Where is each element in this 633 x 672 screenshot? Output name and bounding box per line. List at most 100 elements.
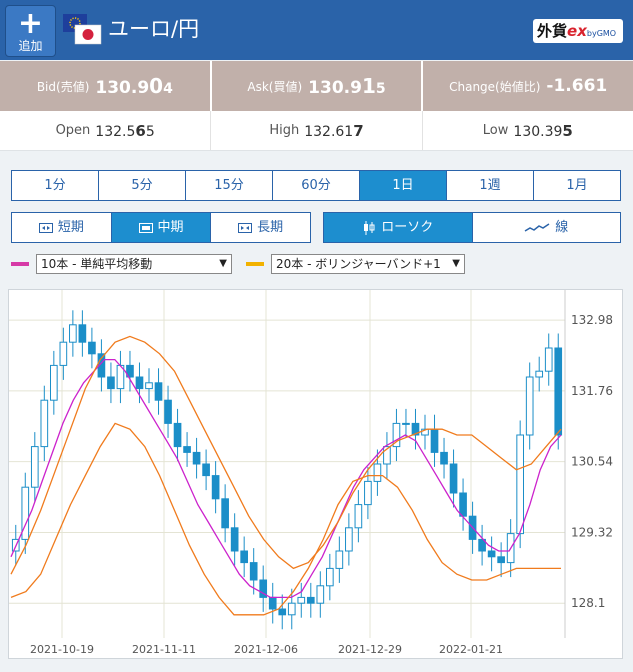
candle-body bbox=[354, 504, 363, 529]
add-button[interactable]: + 追加 bbox=[5, 5, 56, 57]
x-tick-label: 2021-10-19 bbox=[30, 643, 94, 656]
plus-icon: + bbox=[17, 6, 44, 41]
timeframe-tabs: 1分 5分 15分 60分 1日 1週 1月 bbox=[11, 170, 621, 201]
tab-type-candle-label: ローソク bbox=[381, 220, 434, 235]
quote-bar: Bid(売値) 130.904 Ask(買値) 130.915 Change(始… bbox=[0, 61, 633, 111]
tab-term-mid-label: 中期 bbox=[157, 220, 184, 235]
bb-select-value: 20本 - ボリンジャーバンド+1 bbox=[276, 257, 441, 271]
tab-term-short-label: 短期 bbox=[57, 220, 84, 235]
line-chart-icon bbox=[524, 222, 550, 232]
low-value-pip: 5 bbox=[562, 121, 573, 140]
bb-lower-line bbox=[10, 422, 561, 616]
low-value-pre: 130.39 bbox=[513, 123, 563, 140]
candle-body bbox=[535, 370, 544, 378]
candle-body bbox=[126, 364, 134, 378]
ask-value-pre: 130.9 bbox=[308, 78, 362, 98]
candle-body bbox=[40, 399, 49, 448]
candle-body bbox=[325, 567, 334, 587]
candle-body bbox=[78, 324, 87, 343]
tab-timeframe-1day[interactable]: 1日 bbox=[360, 171, 447, 200]
x-tick-label: 2021-12-06 bbox=[234, 643, 298, 656]
candle-body bbox=[49, 364, 58, 401]
tab-type-candle[interactable]: ローソク bbox=[324, 213, 473, 242]
candle-body bbox=[392, 422, 401, 448]
candle-body bbox=[297, 596, 306, 604]
change-value: -1.661 bbox=[546, 76, 608, 96]
candle-body bbox=[525, 376, 534, 436]
tab-timeframe-15min[interactable]: 15分 bbox=[186, 171, 273, 200]
ma-select[interactable]: 10本 - 単純平均移動 ▼ bbox=[36, 254, 232, 274]
bid-value-pip: 0 bbox=[149, 74, 164, 98]
y-tick-label: 130.54 bbox=[571, 455, 613, 469]
chart-type-tabs: ローソク 線 bbox=[323, 212, 621, 243]
tab-term-long-label: 長期 bbox=[257, 220, 284, 235]
candle-body bbox=[107, 376, 115, 390]
candle-body bbox=[202, 463, 210, 477]
y-tick-label: 129.32 bbox=[571, 525, 613, 539]
zoom-out-icon bbox=[238, 222, 253, 233]
candle-body bbox=[21, 486, 30, 540]
bid-value-fraction: 4 bbox=[163, 81, 173, 97]
tab-type-line[interactable]: 線 bbox=[473, 213, 621, 242]
open-label: Open bbox=[55, 123, 91, 138]
candle-body bbox=[192, 451, 201, 465]
bb-upper-line bbox=[10, 335, 562, 575]
pair-title: ユーロ/円 bbox=[108, 17, 200, 41]
candle-body bbox=[135, 376, 144, 390]
bb-select[interactable]: 20本 - ボリンジャーバンド+1 ▼ bbox=[271, 254, 465, 274]
open-value: 132.565 bbox=[95, 122, 154, 140]
brand-logo: 外貨exbyGMO bbox=[533, 19, 623, 43]
y-tick-label: 131.76 bbox=[571, 384, 613, 398]
ask-value-pip: 1 bbox=[361, 74, 376, 98]
candle-body bbox=[97, 353, 106, 378]
tab-timeframe-1week[interactable]: 1週 bbox=[447, 171, 534, 200]
y-tick-label: 132.98 bbox=[571, 313, 613, 327]
bid-label: Bid(売値) bbox=[36, 79, 90, 94]
high-cell: High 132.617 bbox=[211, 111, 423, 150]
candle-body bbox=[411, 422, 420, 436]
window-icon bbox=[138, 222, 153, 233]
ma-color-swatch bbox=[11, 262, 29, 266]
candle-body bbox=[30, 446, 39, 488]
open-value-pip: 6 bbox=[135, 121, 146, 140]
tab-timeframe-1min[interactable]: 1分 bbox=[12, 171, 99, 200]
candle-body bbox=[306, 596, 315, 604]
candlestick-icon bbox=[364, 220, 375, 235]
candle-body bbox=[278, 608, 287, 616]
add-button-label: 追加 bbox=[18, 39, 43, 53]
candle-body bbox=[69, 324, 77, 343]
candle-body bbox=[402, 422, 410, 425]
open-value-fraction: 5 bbox=[145, 123, 155, 140]
tab-timeframe-1month[interactable]: 1月 bbox=[566, 178, 588, 193]
tab-term-long[interactable]: 長期 bbox=[211, 213, 310, 242]
chevron-down-icon: ▼ bbox=[219, 258, 227, 269]
change-cell: Change(始値比) -1.661 bbox=[423, 61, 633, 111]
currency-flags-icon bbox=[63, 14, 102, 45]
low-cell: Low 130.395 bbox=[423, 111, 633, 150]
candle-body bbox=[259, 579, 268, 598]
candle-body bbox=[287, 602, 296, 616]
ma10-line bbox=[10, 358, 562, 599]
tab-timeframe-60min[interactable]: 60分 bbox=[273, 171, 360, 200]
ask-label: Ask(買値) bbox=[247, 79, 303, 94]
tab-term-mid[interactable]: 中期 bbox=[111, 213, 212, 242]
candle-body bbox=[383, 446, 391, 465]
candle-body bbox=[449, 463, 458, 494]
tab-term-short[interactable]: 短期 bbox=[12, 213, 112, 242]
x-tick-label: 2021-12-29 bbox=[338, 643, 402, 656]
open-value-pre: 132.5 bbox=[95, 123, 136, 140]
candle-body bbox=[249, 562, 258, 581]
tab-timeframe-5min[interactable]: 5分 bbox=[99, 171, 186, 200]
high-value: 132.617 bbox=[304, 122, 363, 140]
candle-body bbox=[364, 480, 372, 506]
candle-body bbox=[497, 556, 505, 564]
zoom-in-icon bbox=[38, 222, 53, 233]
candle-body bbox=[59, 341, 68, 366]
price-chart[interactable]: 132.98 131.76 130.54 129.32 128.1 2021-10-19 2… bbox=[8, 289, 623, 659]
bid-value: 130.904 bbox=[95, 74, 172, 98]
candle-body bbox=[554, 347, 563, 436]
candle-body bbox=[373, 463, 382, 482]
candle-body bbox=[516, 434, 525, 535]
ask-value: 130.915 bbox=[308, 74, 385, 98]
high-label: High bbox=[269, 123, 300, 138]
